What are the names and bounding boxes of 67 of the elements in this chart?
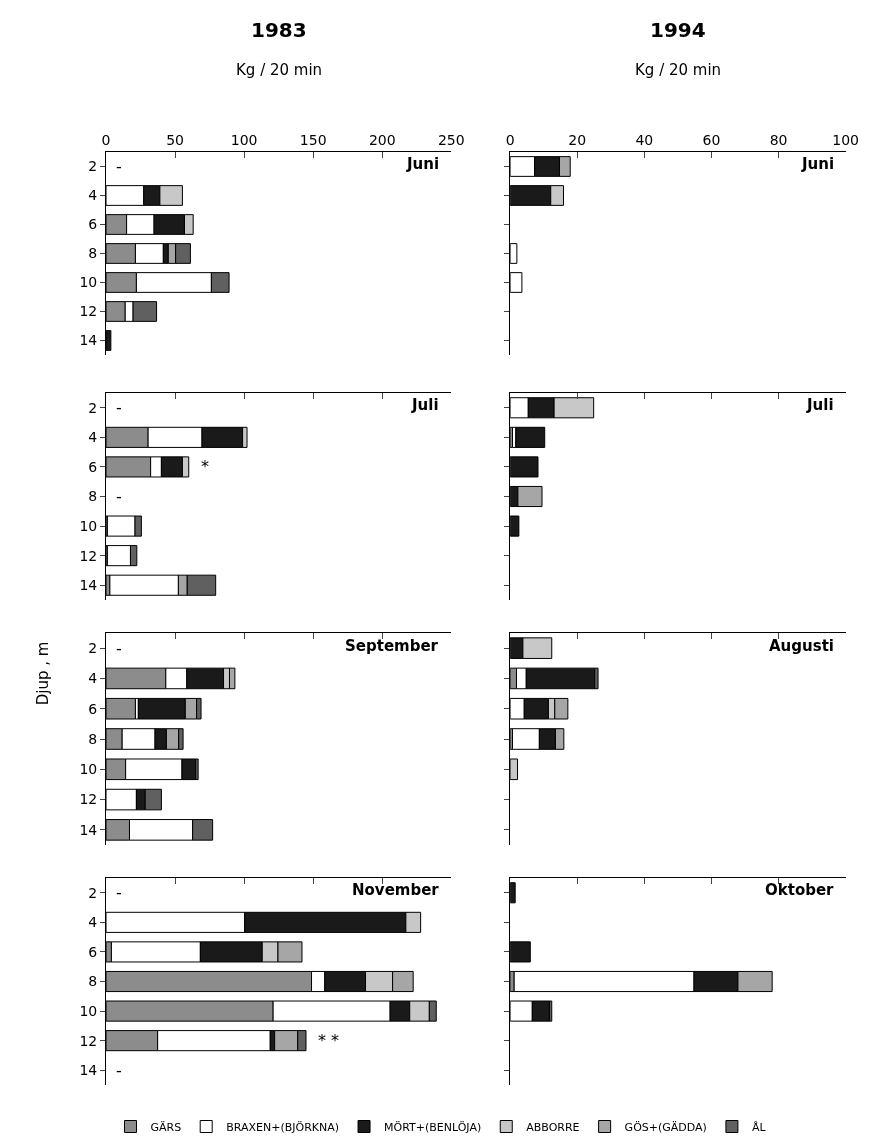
y-tick-label: 4 [88,429,98,446]
annotation: - [116,639,122,658]
x-tick-label: 20 [568,132,587,149]
y-tick-label: 12 [79,303,98,320]
y-tick-label: 4 [88,187,98,204]
annotation: Oktober [765,881,835,899]
y-tick-label: 12 [79,547,98,564]
legend-label: GÖS+(GÄDDA) [624,1120,707,1134]
annotation: - [116,398,122,417]
annotation: - [116,883,122,902]
chart-title: 1983 [251,18,307,42]
annotation: Juni [406,155,440,173]
y-tick-label: 2 [88,640,98,657]
annotation: - [116,157,122,176]
y-tick-label: 6 [88,458,98,475]
y-tick-label: 2 [88,158,98,175]
y-tick-label: 10 [79,274,98,291]
x-tick-label: 250 [437,132,465,149]
y-tick-label: 10 [79,761,98,778]
x-tick-label: 100 [832,132,859,149]
y-tick-label: 4 [88,670,98,687]
annotation: Juli [411,396,439,414]
y-tick-label: 12 [79,791,98,808]
x-tick-label: 0 [101,132,111,149]
x-tick-label: 0 [505,132,515,149]
y-tick-label: 8 [88,973,98,990]
y-tick-label: 14 [79,1062,98,1079]
y-tick-label: 12 [79,1032,98,1049]
x-tick-label: 40 [635,132,654,149]
chart-title: 1994 [650,18,706,42]
x-tick-label: 50 [166,132,184,149]
annotation: Augusti [769,637,834,655]
x-axis-title: Kg / 20 min [635,61,722,79]
x-tick-label: 80 [769,132,788,149]
annotation: Juni [801,155,835,173]
x-axis-title: Kg / 20 min [236,61,323,79]
annotation: - [116,1061,122,1080]
x-tick-label: 200 [368,132,396,149]
annotation: November [352,881,440,899]
annotation: * [201,457,209,476]
annotation: * * [318,1031,340,1050]
y-tick-label: 10 [79,517,98,534]
y-tick-label: 6 [88,216,98,233]
x-tick-label: 60 [702,132,721,149]
annotation: September [345,637,439,655]
y-tick-label: 4 [88,914,98,931]
y-tick-label: 6 [88,943,98,960]
legend-label: GÄRS [150,1120,182,1134]
x-tick-label: 100 [230,132,258,149]
x-tick-label: 150 [299,132,327,149]
y-tick-label: 14 [79,821,98,838]
y-tick-label: 10 [79,1002,98,1019]
y-tick-label: 14 [79,332,98,349]
y-tick-label: 8 [88,730,98,747]
legend-label: ABBORRE [526,1120,580,1134]
y-tick-label: 8 [88,245,98,262]
annotation: Juli [806,396,834,414]
y-tick-label: 8 [88,488,98,505]
y-tick-label: 2 [88,884,98,901]
legend-label: MÖRT+(BENLÖJA) [384,1120,482,1134]
y-tick-label: 14 [79,577,98,594]
y-axis-title: Djup , m [34,641,53,706]
legend-label: ÅL [751,1120,767,1134]
legend-label: BRAXEN+(BJÖRKNA) [226,1120,340,1134]
y-tick-label: 6 [88,700,98,717]
annotation: - [116,487,122,506]
y-tick-label: 2 [88,399,98,416]
